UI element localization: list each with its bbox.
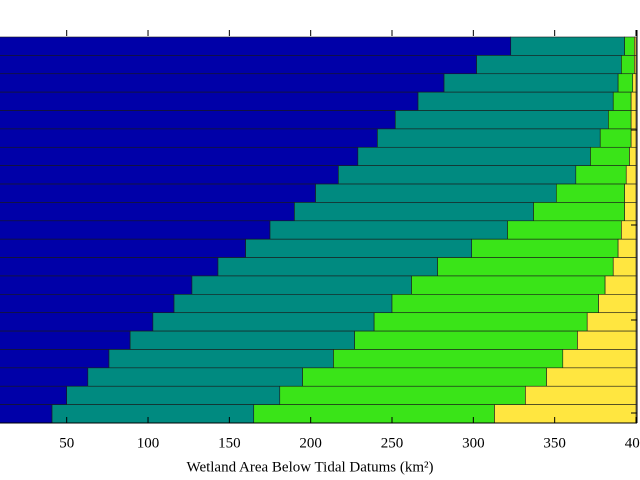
bar-segment: [0, 330, 131, 350]
bar-segment: [0, 275, 193, 295]
bar-segment: [437, 257, 614, 277]
bar-segment: [0, 73, 445, 93]
bar-segment: [129, 330, 355, 350]
bar-segment: [625, 165, 637, 185]
bar-segment: [562, 349, 637, 369]
plot-area: [0, 36, 637, 424]
bar-segment: [245, 238, 473, 258]
bar-segment: [217, 257, 438, 277]
bar-segment: [0, 183, 316, 203]
bar-segment: [546, 367, 637, 387]
bar-segment: [0, 91, 419, 111]
bar-segment: [294, 202, 534, 222]
bar-segment: [87, 367, 303, 387]
bar-segment: [632, 73, 637, 93]
bar-segment: [0, 349, 110, 369]
bar-segment: [357, 146, 591, 166]
bar-segment: [0, 294, 175, 314]
bar-segment: [354, 330, 578, 350]
x-tick-label: 200: [299, 435, 322, 451]
bar-segment: [617, 238, 637, 258]
bar-segment: [476, 55, 622, 75]
bar-segment: [634, 36, 637, 56]
bar-segment: [417, 91, 614, 111]
bar-segment: [630, 128, 637, 148]
bar-segment: [507, 220, 622, 240]
bar-segment: [630, 91, 637, 111]
bar-segment: [302, 367, 547, 387]
bar-segment: [494, 404, 637, 424]
bar-segment: [333, 349, 564, 369]
bar-segment: [394, 110, 609, 130]
bar-segment: [555, 183, 625, 203]
bar-segment: [575, 165, 627, 185]
bar-segment: [0, 220, 271, 240]
bar-segment: [617, 73, 634, 93]
bar-segment: [411, 275, 606, 295]
bar-segment: [315, 183, 557, 203]
bar-segment: [0, 146, 359, 166]
bar-segment: [279, 385, 526, 405]
bar-segment: [269, 220, 508, 240]
bar-segment: [0, 165, 339, 185]
bar-segment: [66, 385, 281, 405]
bar-segment: [612, 91, 632, 111]
bar-segment: [191, 275, 412, 295]
bar-segment: [612, 257, 637, 277]
bar-segment: [0, 238, 246, 258]
bar-segment: [391, 294, 599, 314]
bar-segment: [0, 36, 512, 56]
bar-segment: [173, 294, 393, 314]
bar-segment: [621, 55, 635, 75]
x-axis-label: Wetland Area Below Tidal Datums (km²): [186, 459, 433, 475]
bar-segment: [598, 294, 637, 314]
x-tick-label: 50: [59, 435, 74, 451]
x-tick-label: 250: [381, 435, 404, 451]
bar-segment: [624, 202, 637, 222]
x-tick-label: 100: [137, 435, 160, 451]
bar-segment: [253, 404, 495, 424]
bar-segment: [624, 183, 637, 203]
bar-segment: [51, 404, 255, 424]
bar-segment: [0, 128, 378, 148]
bar-segment: [624, 36, 635, 56]
bar-segment: [510, 36, 625, 56]
bar-segment: [0, 367, 89, 387]
bar-segment: [0, 202, 295, 222]
bar-segment: [634, 55, 637, 75]
bar-segment: [604, 275, 637, 295]
bar-segment: [373, 312, 588, 332]
bar-segment: [586, 312, 637, 332]
bar-segment: [590, 146, 630, 166]
bar-segment: [471, 238, 619, 258]
bar-segment: [377, 128, 601, 148]
bar-segment: [599, 128, 632, 148]
bar-segment: [0, 55, 477, 75]
bar-segment: [0, 385, 67, 405]
bar-segment: [0, 404, 53, 424]
x-tick-label: 350: [543, 435, 566, 451]
bar-segment: [608, 110, 632, 130]
x-tick-label: 400: [625, 435, 640, 451]
bar-segment: [443, 73, 619, 93]
bar-segment: [630, 110, 637, 130]
bar-segment: [0, 110, 396, 130]
bar-segment: [338, 165, 577, 185]
bar-segment: [621, 220, 637, 240]
bar-segment: [0, 257, 219, 277]
bar-segment: [152, 312, 375, 332]
x-tick-label: 150: [218, 435, 241, 451]
bar-segment: [525, 385, 637, 405]
bar-segment: [533, 202, 625, 222]
bar-segment: [577, 330, 637, 350]
bar-segment: [0, 312, 154, 332]
x-tick-label: 300: [462, 435, 485, 451]
bar-segment: [629, 146, 637, 166]
bar-segment: [108, 349, 334, 369]
